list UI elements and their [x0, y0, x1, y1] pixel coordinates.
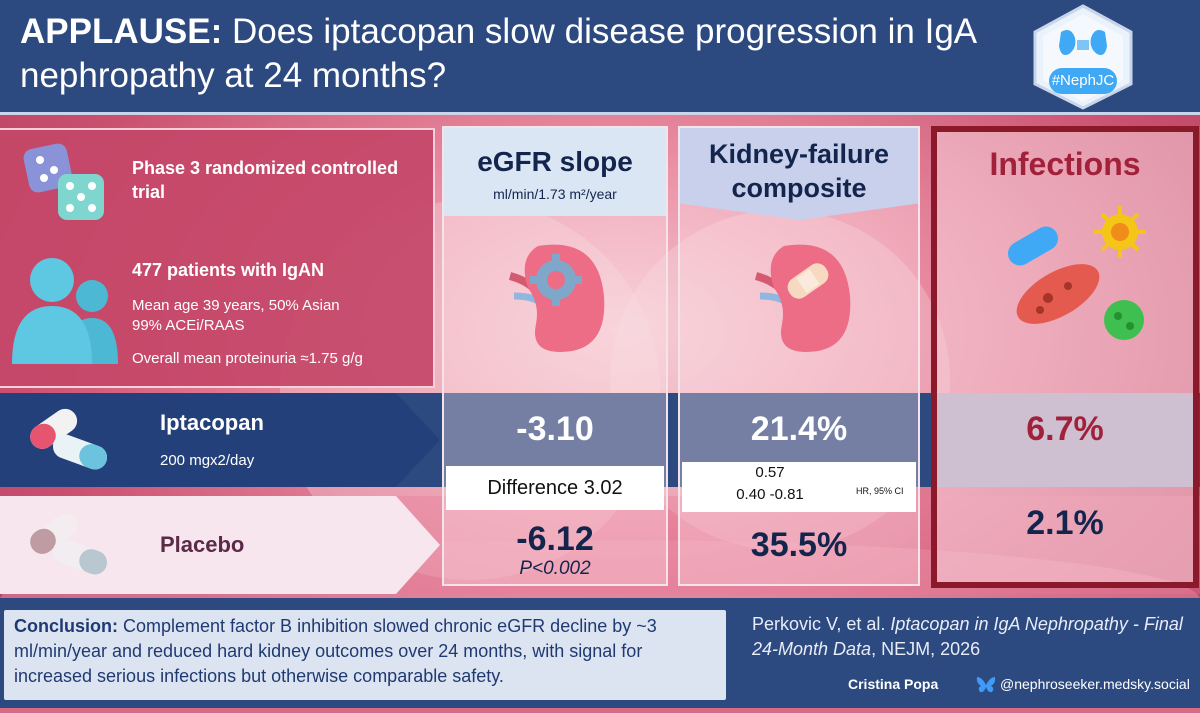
patient-count: 477 patients with IgAN	[132, 260, 325, 280]
kidney-gear-icon	[500, 236, 610, 371]
trial-name: APPLAUSE:	[20, 12, 223, 51]
kf-hr: 0.57	[755, 464, 785, 481]
reference-title: Iptacopan in IgA Nephropathy - Final 24-…	[752, 614, 1183, 659]
butterfly-icon[interactable]	[976, 676, 996, 699]
egfr-header	[444, 128, 666, 216]
kf-placebo-value: 35.5%	[750, 526, 848, 564]
kidney-bandage-icon	[746, 236, 856, 371]
egfr-unit: ml/min/1.73 m²/year	[493, 186, 617, 202]
reference: Perkovic V, et al. Iptacopan in IgA Neph…	[752, 612, 1192, 662]
kidney-failure-header	[680, 128, 918, 220]
page-title: APPLAUSE: Does iptacopan slow disease pr…	[20, 10, 980, 98]
inf-placebo-value: 2.1%	[1026, 504, 1104, 542]
infections-column	[931, 126, 1199, 588]
conclusion-label: Conclusion:	[14, 616, 118, 636]
header-banner	[0, 0, 1200, 115]
demographics-age: Mean age 39 years, 50% Asian	[132, 297, 340, 314]
iptacopan-label: Iptacopan	[160, 410, 264, 435]
kf-hr-label: HR, 95% CI	[856, 486, 904, 496]
infections-title: Infections	[989, 146, 1141, 182]
egfr-placebo-value: -6.12	[516, 520, 594, 558]
proteinuria: Overall mean proteinuria ≈1.75 g/g	[132, 350, 363, 367]
egfr-p-value: P<0.002	[519, 558, 591, 579]
pill-icon-iptacopan	[22, 400, 112, 485]
reference-authors: Perkovic V, et al.	[752, 614, 891, 634]
conclusion: Conclusion: Complement factor B inhibiti…	[14, 614, 724, 689]
kf-iptacopan-value: 21.4%	[750, 410, 848, 448]
pill-icon-placebo	[22, 505, 112, 590]
trial-design: Phase 3 randomized controlled trial	[132, 158, 399, 202]
patients-icon	[8, 252, 126, 375]
egfr-difference: Difference 3.02	[487, 477, 623, 499]
reference-journal: , NEJM, 2026	[871, 639, 981, 659]
bacteria-icon	[1000, 200, 1160, 355]
social-handle[interactable]: @nephroseeker.medsky.social	[1000, 676, 1190, 692]
kidney-failure-title-line1: Kidney-failure	[708, 139, 890, 169]
egfr-difference-box	[446, 466, 664, 510]
inf-iptacopan-value: 6.7%	[1026, 410, 1104, 448]
conclusion-text: Complement factor B inhibition slowed ch…	[14, 616, 657, 686]
infections-iptacopan-cell	[937, 393, 1193, 487]
dice-icon	[22, 140, 112, 235]
logo-text: #NephJC	[1051, 72, 1115, 89]
kidney-failure-title-line2: composite	[731, 173, 867, 203]
kf-ci: 0.40 -0.81	[736, 486, 804, 503]
author-name: Cristina Popa	[848, 676, 939, 692]
egfr-iptacopan-value: -3.10	[516, 410, 594, 448]
egfr-title: eGFR slope	[477, 146, 633, 177]
demographics-raas: 99% ACEi/RAAS	[132, 317, 245, 334]
title-question: Does iptacopan slow disease progression …	[20, 12, 976, 95]
iptacopan-dose: 200 mgx2/day	[160, 452, 255, 469]
nephjc-logo[interactable]: #NephJC	[1027, 2, 1139, 110]
kf-hr-box	[682, 462, 916, 512]
placebo-label: Placebo	[160, 532, 245, 557]
conclusion-box	[4, 610, 726, 700]
